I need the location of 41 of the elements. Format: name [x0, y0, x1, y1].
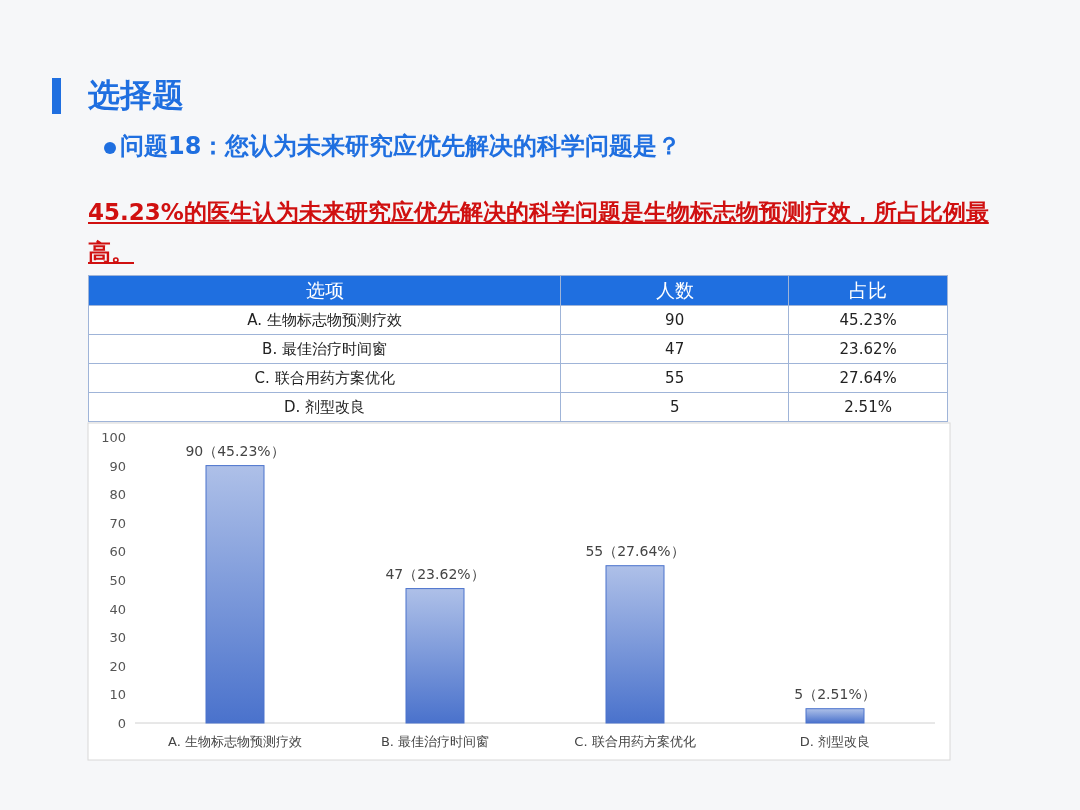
y-tick-label: 40 — [109, 601, 126, 617]
y-tick-label: 70 — [109, 515, 126, 531]
y-tick-label: 30 — [109, 630, 126, 646]
y-tick-label: 0 — [117, 716, 126, 731]
x-tick-label: B. 最佳治疗时间窗 — [380, 734, 490, 749]
text: 55 — [560, 363, 789, 393]
text: 问题18：您认为未来研究应优先解决的科学问题是？ — [120, 131, 682, 162]
text: D. 剂型改良 — [88, 392, 561, 422]
bar — [405, 588, 465, 724]
y-tick-label: 100 — [101, 430, 126, 445]
x-tick-label: D. 剂型改良 — [799, 734, 871, 749]
text: 5 — [560, 392, 789, 422]
text: 47 — [560, 334, 789, 364]
text: B. 最佳治疗时间窗 — [88, 334, 561, 364]
text: C. 联合用药方案优化 — [88, 363, 561, 393]
text: 23.62% — [788, 334, 948, 364]
y-tick-label: 50 — [109, 573, 126, 588]
x-tick-label: C. 联合用药方案优化 — [574, 734, 696, 749]
data-label: 47（23.62%） — [385, 565, 485, 582]
text: 90 — [560, 305, 789, 335]
y-tick-label: 80 — [109, 487, 126, 503]
data-label: 90（45.23%） — [185, 442, 285, 459]
text: 27.64% — [788, 363, 948, 393]
text: 人数 — [560, 275, 789, 306]
text: 45.23%的医生认为未来研究应优先解决的科学问题是生物标志物预测疗效，所占比例最高。 — [88, 198, 990, 267]
text: 45.23% — [788, 305, 948, 335]
data-label: 5（2.51%） — [794, 685, 876, 702]
data-label: 55（27.64%） — [585, 542, 685, 559]
bar — [805, 708, 865, 724]
text: 占比 — [788, 275, 948, 306]
text: A. 生物标志物预测疗效 — [88, 305, 561, 335]
bar — [205, 465, 265, 724]
y-tick-label: 20 — [109, 658, 126, 674]
y-tick-label: 10 — [109, 687, 126, 703]
text: 2.51% — [788, 392, 948, 422]
text: 选项 — [88, 275, 561, 306]
x-tick-label: A. 生物标志物预测疗效 — [168, 734, 302, 749]
y-tick-label: 60 — [109, 544, 126, 560]
bar — [605, 565, 665, 724]
text: 选择题 — [88, 75, 184, 116]
y-tick-label: 90 — [109, 458, 126, 474]
